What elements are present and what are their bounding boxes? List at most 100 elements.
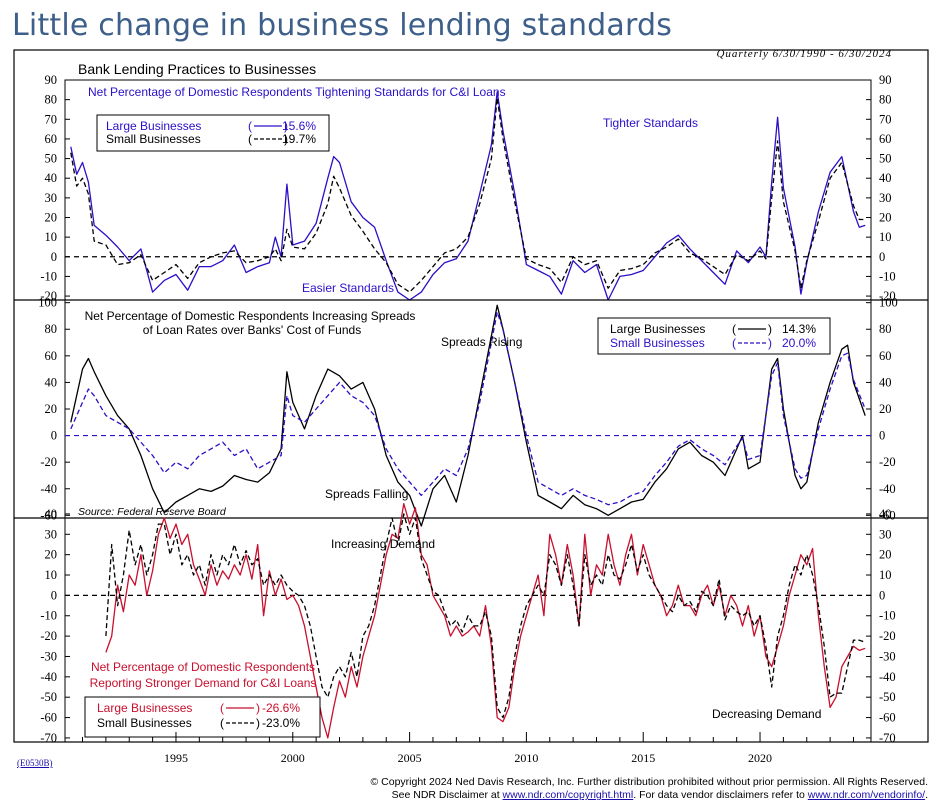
y-tick-label-right: 20 — [879, 548, 892, 562]
y-tick-label-right: 60 — [879, 349, 892, 363]
y-tick-label-right: 40 — [879, 171, 892, 185]
legend-box — [597, 317, 831, 355]
y-tick-label-left: 40 — [45, 507, 58, 521]
x-tick-label: 1995 — [164, 751, 188, 765]
y-tick-label-right: 90 — [879, 73, 892, 87]
legend-label: Small Businesses — [610, 336, 705, 350]
legend-paren: ( — [248, 132, 252, 146]
y-tick-label-left: -30 — [40, 649, 57, 663]
annotation: Spreads Falling — [325, 487, 408, 501]
annotation: Increasing Demand — [331, 537, 435, 551]
y-tick-label-left: 30 — [45, 527, 58, 541]
series-line-small-businesses — [70, 97, 866, 293]
legend-paren: ) — [256, 701, 260, 715]
y-tick-label-left: -40 — [40, 482, 57, 496]
annotation: Tighter Standards — [603, 116, 698, 130]
y-tick-label-right: 100 — [879, 296, 898, 310]
y-tick-label-right: -20 — [879, 455, 896, 469]
vendorinfo-link[interactable]: www.ndr.com/vendorinfo/ — [807, 789, 926, 801]
legend-label: Large Businesses — [106, 119, 201, 133]
footer-post: . — [925, 789, 928, 801]
y-tick-label-left: 40 — [45, 375, 58, 389]
y-tick-label-left: 20 — [45, 211, 58, 225]
y-tick-label-right: 40 — [879, 375, 892, 389]
legend-label: Small Businesses — [97, 716, 192, 730]
y-tick-label-right: 20 — [879, 211, 892, 225]
y-tick-label-right: 50 — [879, 152, 892, 166]
legend-box — [96, 114, 330, 152]
chart-code[interactable]: (E0530B) — [17, 758, 53, 768]
legend-paren: ) — [284, 119, 288, 133]
y-tick-label-left: -10 — [40, 609, 57, 623]
y-tick-label-right: 30 — [879, 191, 892, 205]
period-label: Quarterly 6/30/1990 - 6/30/2024 — [716, 48, 892, 60]
copyright-link[interactable]: www.ndr.com/copyright.html — [502, 789, 634, 801]
y-tick-label-left: 60 — [45, 132, 58, 146]
legend-value: -23.0% — [262, 716, 300, 730]
y-tick-label-left: 100 — [38, 296, 57, 310]
y-tick-label-left: 20 — [45, 548, 58, 562]
legend-value: 20.0% — [782, 336, 816, 350]
y-tick-label-left: 80 — [45, 93, 58, 107]
y-tick-label-right: -60 — [879, 508, 896, 522]
y-tick-label-right: 20 — [879, 402, 892, 416]
y-tick-label-right: -70 — [879, 731, 896, 745]
y-tick-label-left: 50 — [45, 152, 58, 166]
y-tick-label-left: -40 — [40, 670, 57, 684]
footer-copyright: © Copyright 2024 Ned Davis Research, Inc… — [370, 776, 929, 788]
series-line-small-businesses — [105, 513, 866, 719]
y-tick-label-right: 40 — [879, 507, 892, 521]
y-tick-label-left: 0 — [51, 250, 57, 264]
annotation: Spreads Rising — [441, 335, 522, 349]
legend-paren: ) — [768, 336, 772, 350]
y-tick-label-left: 60 — [45, 349, 58, 363]
series-line-large-businesses — [70, 304, 866, 527]
y-tick-label-left: -20 — [40, 629, 57, 643]
x-tick-label: 2005 — [398, 751, 422, 765]
x-tick-label: 2010 — [514, 751, 538, 765]
y-tick-label-left: -60 — [40, 711, 57, 725]
y-tick-label-left: 10 — [45, 230, 58, 244]
legend-paren: ) — [768, 322, 772, 336]
y-tick-label-right: 0 — [879, 588, 885, 602]
y-tick-label-left: 20 — [45, 402, 58, 416]
legend-paren: ( — [220, 716, 224, 730]
y-tick-label-right: 0 — [879, 429, 885, 443]
legend-paren: ) — [256, 716, 260, 730]
panel-subtitle: Net Percentage of Domestic Respondents I… — [85, 309, 416, 323]
source-note: Source: Federal Reserve Board — [78, 506, 227, 518]
y-tick-label-right: 70 — [879, 112, 892, 126]
y-tick-label-left: 30 — [45, 191, 58, 205]
y-tick-label-right: 60 — [879, 132, 892, 146]
y-tick-label-right: -30 — [879, 649, 896, 663]
y-tick-label-left: 90 — [45, 73, 58, 87]
chart-title: Bank Lending Practices to Businesses — [78, 61, 316, 77]
y-tick-label-left: -10 — [40, 269, 57, 283]
y-tick-label-right: 80 — [879, 93, 892, 107]
y-tick-label-left: 70 — [45, 112, 58, 126]
legend-label: Large Businesses — [610, 322, 705, 336]
legend-value: 19.7% — [282, 132, 316, 146]
y-tick-label-left: -20 — [40, 455, 57, 469]
footer-pre: See NDR Disclaimer at — [391, 789, 503, 801]
legend-label: Large Businesses — [97, 701, 192, 715]
y-tick-label-right: -40 — [879, 670, 896, 684]
y-tick-label-right: 0 — [879, 250, 885, 264]
y-tick-label-right: -40 — [879, 482, 896, 496]
legend-paren: ( — [248, 119, 252, 133]
y-tick-label-left: 80 — [45, 322, 58, 336]
y-tick-label-left: -50 — [40, 690, 57, 704]
headline: Little change in business lending standa… — [12, 8, 673, 43]
y-tick-label-right: -60 — [879, 711, 896, 725]
legend-paren: ( — [732, 322, 736, 336]
y-tick-label-right: 10 — [879, 230, 892, 244]
legend-paren: ( — [732, 336, 736, 350]
y-tick-label-right: -10 — [879, 609, 896, 623]
x-tick-label: 2000 — [281, 751, 305, 765]
legend-value: 14.3% — [782, 322, 816, 336]
chart-frame — [13, 49, 929, 743]
legend-label: Small Businesses — [106, 132, 201, 146]
y-tick-label-left: 10 — [45, 568, 58, 582]
y-tick-label-right: -20 — [879, 629, 896, 643]
